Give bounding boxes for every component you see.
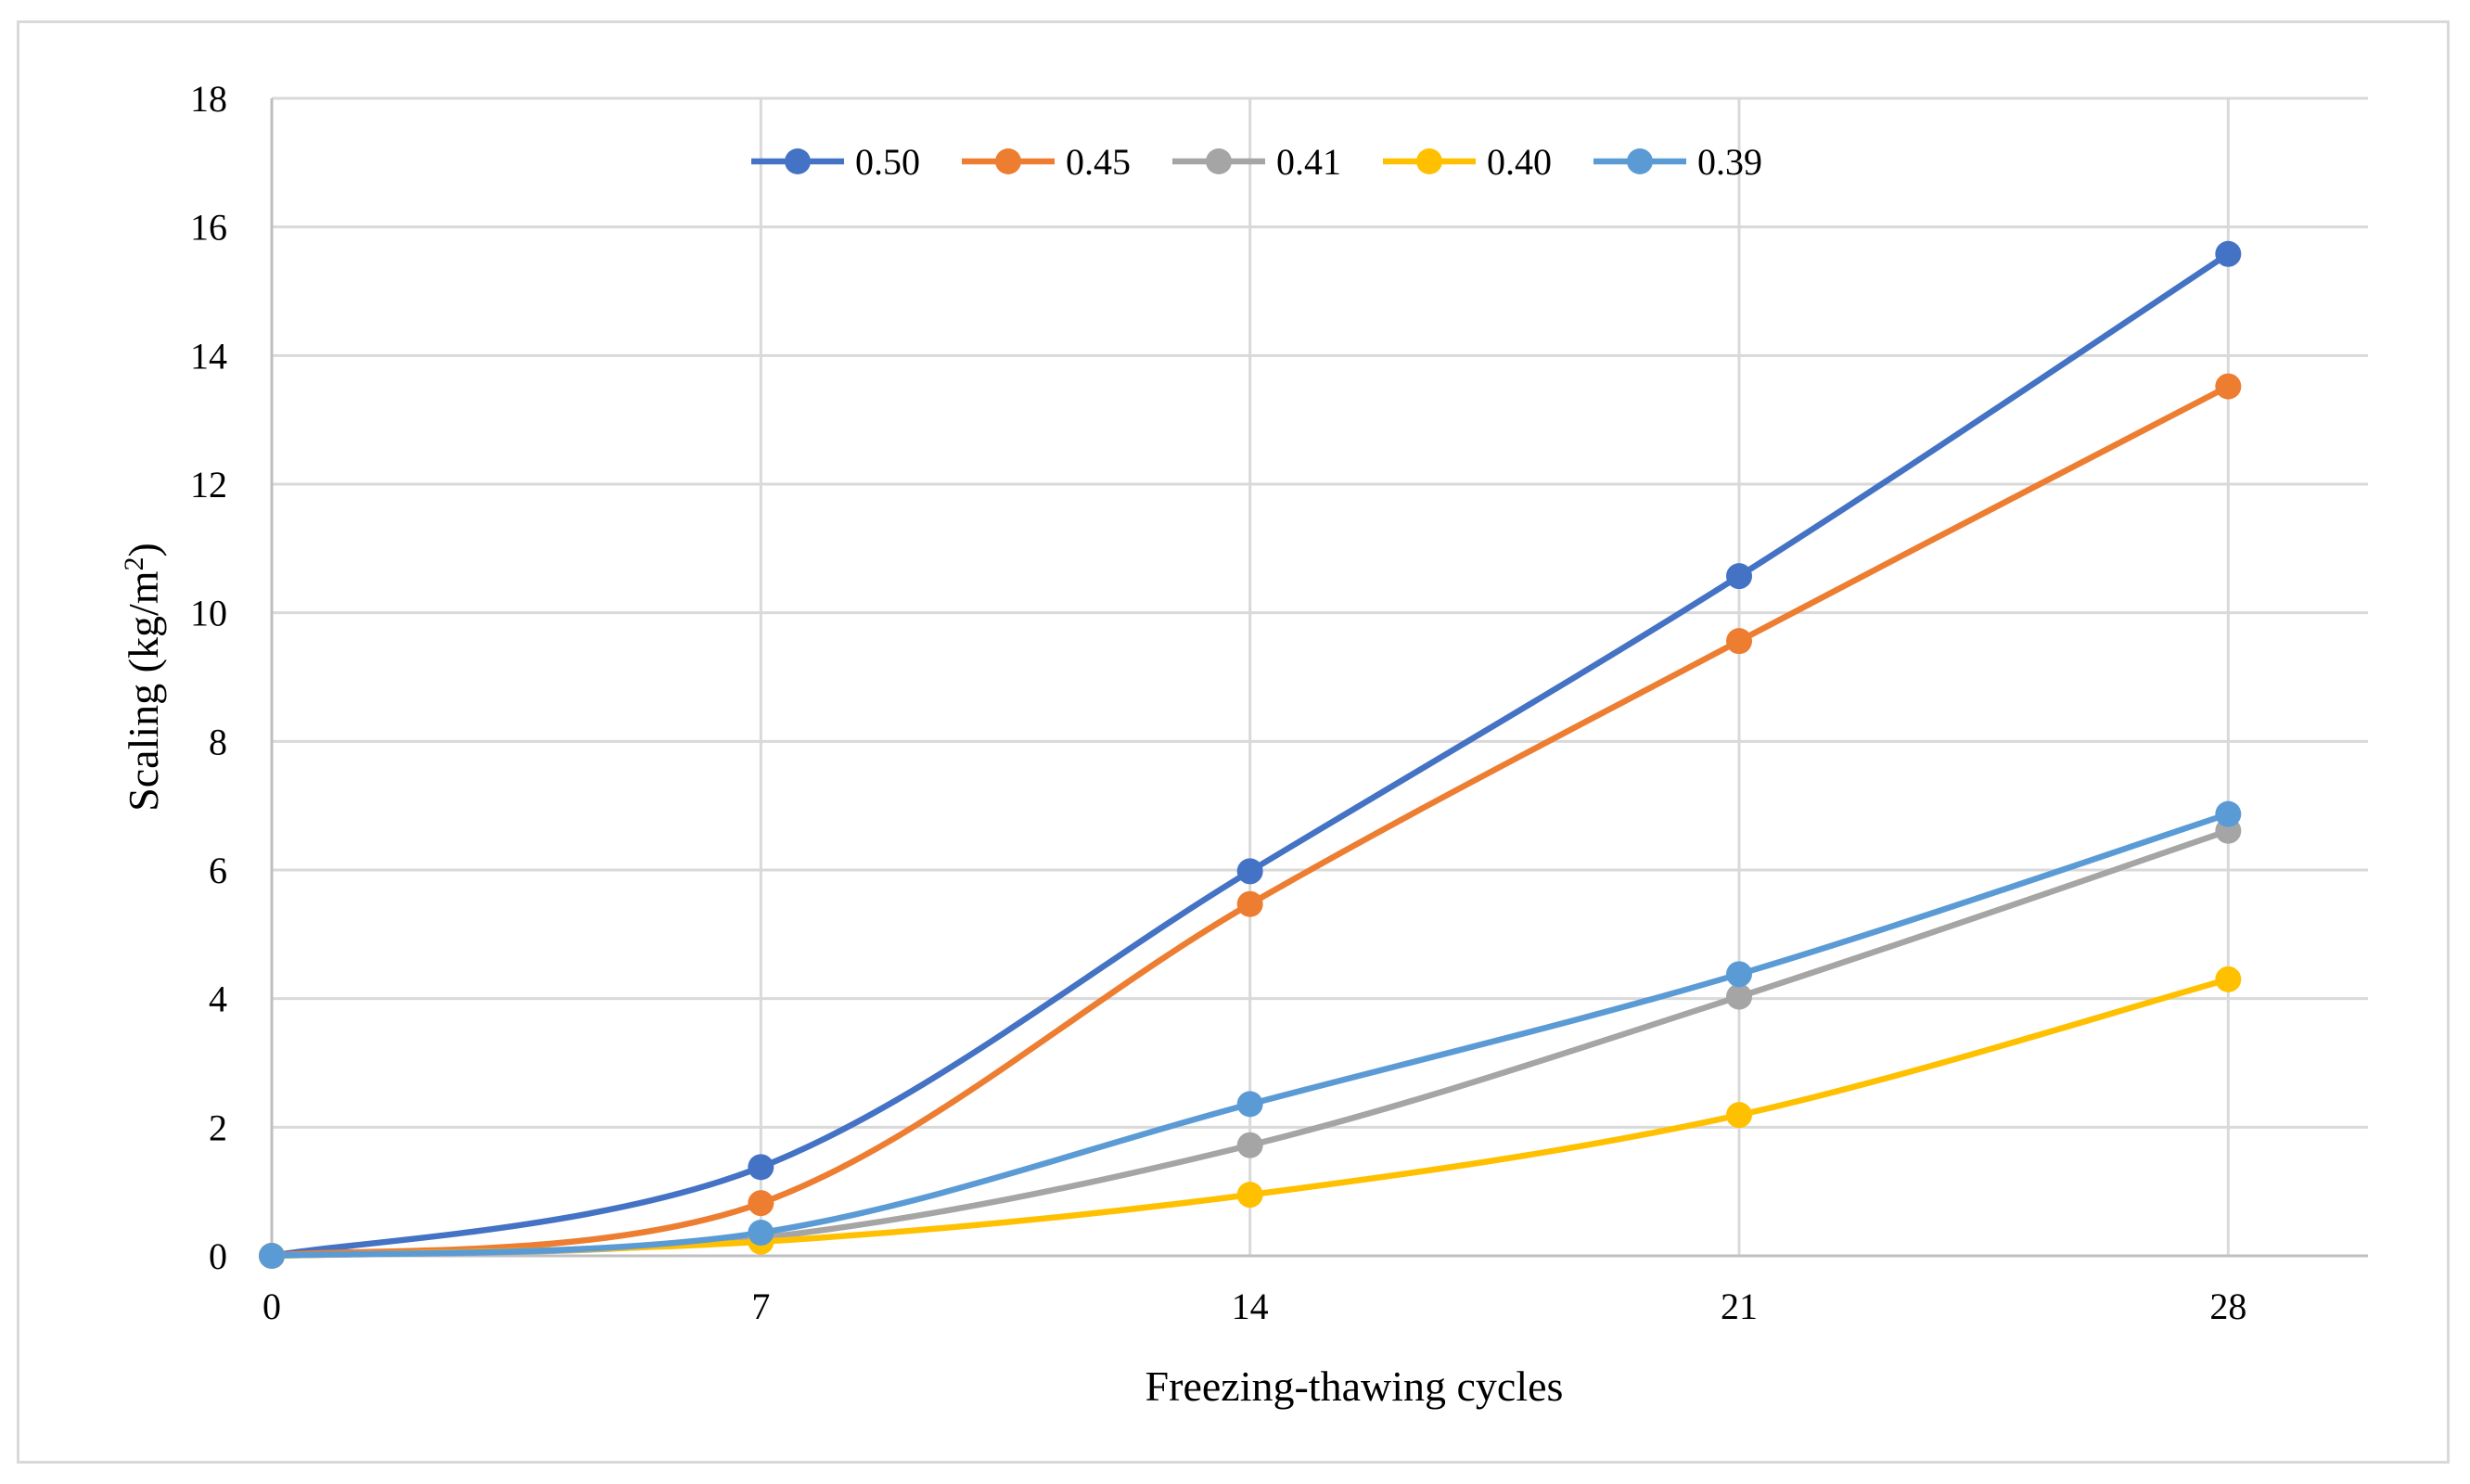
data-point-0-39-x0 — [259, 1243, 285, 1269]
legend-item-0-50: 0.50 — [751, 141, 920, 183]
data-point-0-45-x7 — [748, 1190, 774, 1217]
y-tick-label: 14 — [190, 335, 227, 377]
data-point-0-45-x14 — [1236, 890, 1263, 917]
y-axis-title-main: Scaling (kg/m — [120, 570, 167, 812]
data-point-0-50-x21 — [1726, 563, 1752, 590]
x-tick-label: 21 — [1721, 1286, 1758, 1327]
legend-swatch-marker — [1206, 148, 1232, 174]
y-tick-label: 4 — [209, 979, 227, 1020]
data-point-0-39-x14 — [1236, 1091, 1263, 1118]
y-tick-label: 18 — [190, 78, 227, 120]
legend-label: 0.39 — [1697, 141, 1762, 183]
y-tick-label: 16 — [190, 207, 227, 249]
data-point-0-40-x28 — [2215, 966, 2242, 992]
legend-swatch-marker — [1416, 148, 1442, 174]
x-tick-label: 7 — [751, 1286, 770, 1327]
y-tick-label: 0 — [209, 1235, 227, 1277]
data-point-0-39-x21 — [1726, 961, 1752, 988]
x-tick-label: 14 — [1232, 1286, 1269, 1327]
y-axis-title-close: ) — [120, 543, 167, 556]
legend-label: 0.40 — [1487, 141, 1552, 183]
y-axis-title: Scaling (kg/m2) — [119, 543, 168, 812]
data-point-0-40-x14 — [1236, 1182, 1263, 1209]
x-tick-label: 28 — [2209, 1286, 2246, 1327]
data-point-0-50-x7 — [748, 1154, 774, 1181]
data-point-0-41-x21 — [1726, 983, 1752, 1010]
legend-label: 0.50 — [855, 141, 920, 183]
legend-item-0-39: 0.39 — [1593, 141, 1762, 183]
data-point-0-40-x21 — [1726, 1102, 1752, 1129]
legend-item-0-45: 0.45 — [962, 141, 1131, 183]
x-tick-label: 0 — [262, 1286, 281, 1327]
y-tick-label: 2 — [209, 1107, 227, 1148]
legend-swatch-marker — [1627, 148, 1653, 174]
legend-swatch-marker — [785, 148, 811, 174]
data-point-0-39-x28 — [2215, 800, 2242, 827]
y-tick-label: 10 — [190, 593, 227, 634]
data-point-0-45-x28 — [2215, 373, 2242, 400]
legend-item-0-41: 0.41 — [1172, 141, 1341, 183]
axes: 0 2 4 6 8 10 12 14 16 18 0 7 14 21 28 — [190, 78, 2368, 1327]
y-tick-label: 6 — [209, 850, 227, 891]
y-tick-label: 8 — [209, 721, 227, 762]
data-point-0-41-x14 — [1236, 1132, 1263, 1158]
legend-label: 0.45 — [1066, 141, 1131, 183]
legend-item-0-40: 0.40 — [1383, 141, 1552, 183]
gridlines — [272, 96, 2368, 1256]
legend: 0.50 0.45 0.41 0.40 0.39 — [751, 141, 1762, 183]
data-point-0-50-x14 — [1236, 858, 1263, 885]
data-point-0-45-x21 — [1726, 628, 1752, 655]
legend-swatch-marker — [995, 148, 1021, 174]
legend-label: 0.41 — [1276, 141, 1341, 183]
data-point-0-39-x7 — [748, 1220, 774, 1247]
x-axis-title: Freezing-thawing cycles — [1145, 1362, 1564, 1410]
data-point-0-50-x28 — [2215, 240, 2242, 267]
y-tick-label: 12 — [190, 464, 227, 505]
y-axis-title-superscript: 2 — [119, 556, 149, 570]
series-markers — [259, 240, 2242, 1269]
